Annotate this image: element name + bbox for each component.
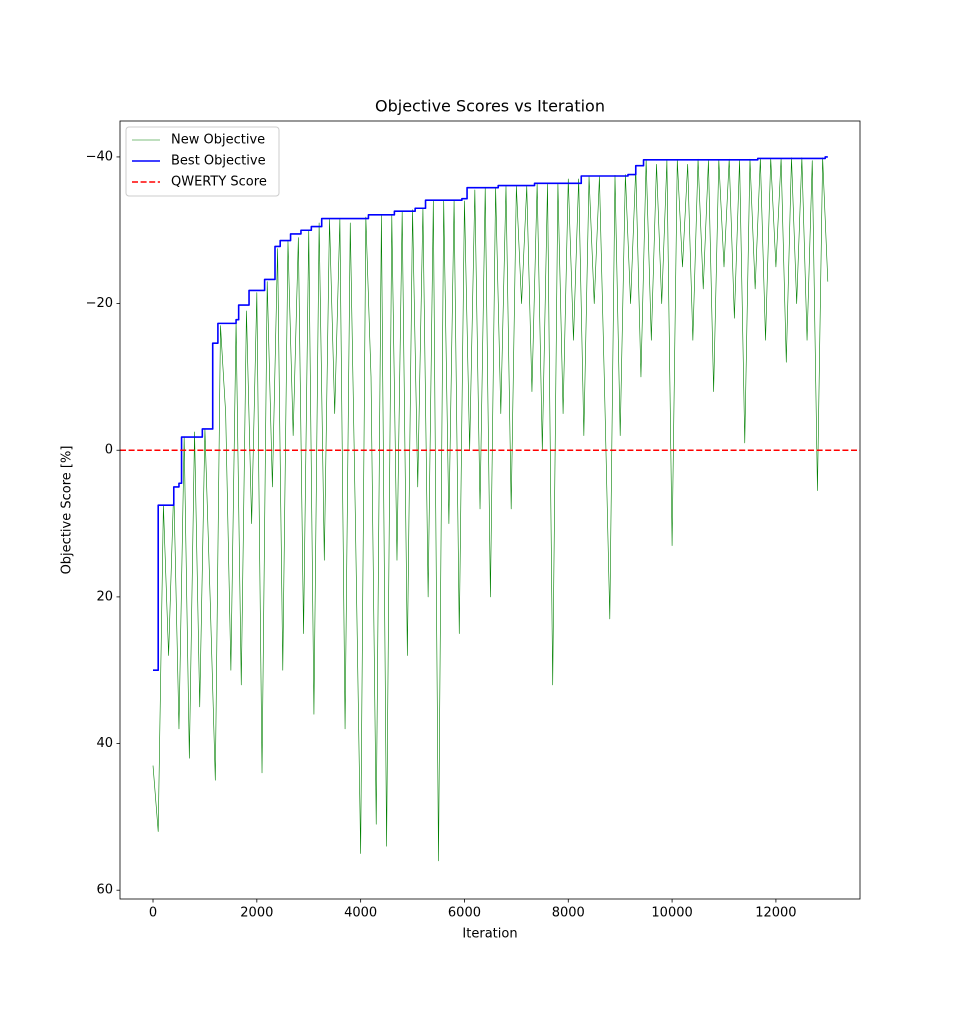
y-tick-label: −20: [86, 296, 113, 311]
y-tick-label: −40: [86, 149, 113, 164]
axes-frame: [119, 120, 861, 900]
x-tick-label: 2000: [240, 906, 273, 921]
legend-box: [125, 126, 280, 197]
chart-title: Objective Scores vs Iteration: [375, 97, 605, 116]
y-tick-label: 40: [96, 736, 113, 751]
series-line: [152, 157, 829, 862]
x-tick-label: 12000: [755, 906, 796, 921]
series-line: [153, 156, 828, 672]
legend-label: New Objective: [171, 133, 265, 148]
plot-area: [120, 156, 860, 862]
legend-label: QWERTY Score: [171, 175, 267, 190]
legend-label: Best Objective: [171, 154, 266, 169]
x-tick-label: 4000: [344, 906, 377, 921]
x-tick-label: 8000: [552, 906, 585, 921]
x-tick-label: 0: [149, 906, 157, 921]
x-tick-label: 6000: [448, 906, 481, 921]
y-tick-label: 0: [105, 443, 113, 458]
y-axis-label: Objective Score [%]: [60, 446, 75, 575]
x-axis-label: Iteration: [462, 927, 517, 942]
y-tick-label: 60: [96, 883, 113, 898]
y-tick-label: 20: [96, 589, 113, 604]
x-tick-label: 10000: [651, 906, 692, 921]
